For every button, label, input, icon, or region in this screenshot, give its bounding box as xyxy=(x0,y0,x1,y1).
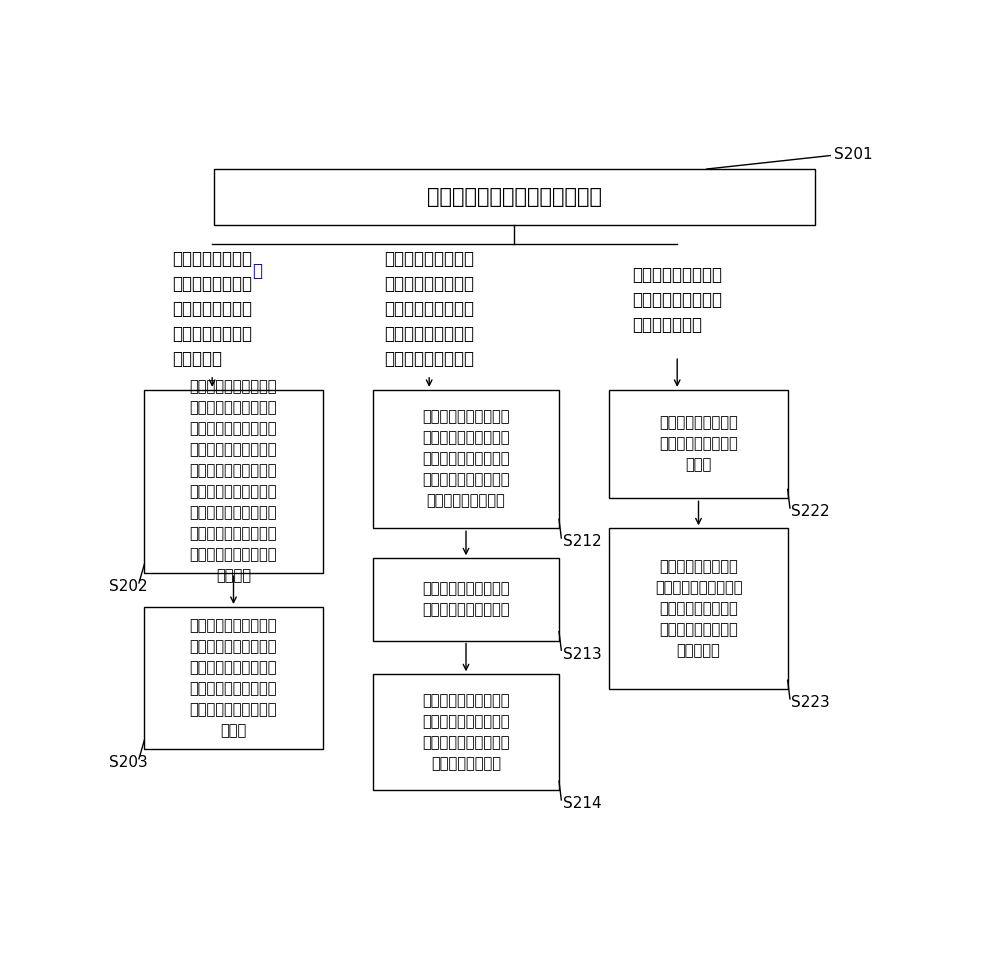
Text: S203: S203 xyxy=(110,755,148,770)
Bar xyxy=(144,390,323,573)
Text: 调整中继增益，使得
两源节点传输速率之
和最大: 调整中继增益，使得 两源节点传输速率之 和最大 xyxy=(659,416,738,472)
Text: 根据所述第一源节点处
接收到的信号的信干噪
比最大化的中继增益，
确定所述最大化第一源
节点的传输速率时的中
继增益: 根据所述第一源节点处 接收到的信号的信干噪 比最大化的中继增益， 确定所述最大化… xyxy=(190,618,277,738)
Text: 根据调整后的中继增
益，确定所述最大化第
一源节点和第二源节
点的传输速率之和时
的中继增益: 根据调整后的中继增 益，确定所述最大化第 一源节点和第二源节 点的传输速率之和时… xyxy=(655,559,742,658)
Text: 当第一源节点的传输
速率与第二源节点的
传输速率不等，需要
最大化传输速率低的
源节点的传输速率时: 当第一源节点的传输 速率与第二源节点的 传输速率不等，需要 最大化传输速率低的 … xyxy=(384,251,474,368)
Text: S201: S201 xyxy=(834,147,873,161)
Bar xyxy=(609,390,788,499)
Bar xyxy=(373,390,559,529)
Bar xyxy=(609,529,788,689)
Text: S222: S222 xyxy=(792,504,830,519)
Text: 获得所述第一源节点处
接收到的信号的信干噪
比和所述第二源节点处
接收到的信号的信干噪
比中最小的信干噪比: 获得所述第一源节点处 接收到的信号的信干噪 比和所述第二源节点处 接收到的信号的… xyxy=(422,409,510,508)
Text: 主: 主 xyxy=(252,261,262,280)
Text: S214: S214 xyxy=(563,796,602,812)
Text: S202: S202 xyxy=(110,579,148,594)
Text: 根据所述第一源节点与
所述中继节点之间的信
道信息、所述第二源节
点与所述中继节点之间
的信道信息以及三个节
点处的剩余自干扰信道
信息，获得使得所述第
一源节: 根据所述第一源节点与 所述中继节点之间的信 道信息、所述第二源节 点与所述中继节… xyxy=(190,379,277,583)
Bar xyxy=(214,169,815,226)
Bar xyxy=(373,558,559,641)
Text: S212: S212 xyxy=(563,535,602,549)
Text: 调整中继增益，使得所
述最小的信干噪比最大: 调整中继增益，使得所 述最小的信干噪比最大 xyxy=(422,581,510,617)
Bar xyxy=(373,675,559,790)
Text: 当需要最大化第一源
节点和第二源节点的
传输速率之和时: 当需要最大化第一源 节点和第二源节点的 传输速率之和时 xyxy=(632,266,722,334)
Text: S223: S223 xyxy=(792,695,830,711)
Text: S213: S213 xyxy=(563,646,602,662)
Text: 当第一源节点为主
节点，第二源节点
为从节点，需要最
大化第一源节点的
传输速率时: 当第一源节点为主 节点，第二源节点 为从节点，需要最 大化第一源节点的 传输速率… xyxy=(172,251,252,368)
Text: 根据调整后的中继增益
，确定所述最大化传输
速率低的源节点的传输
速率时的中继增益: 根据调整后的中继增益 ，确定所述最大化传输 速率低的源节点的传输 速率时的中继增… xyxy=(422,693,510,771)
Bar xyxy=(144,607,323,749)
Text: 确定最大化节点传输速率的需求: 确定最大化节点传输速率的需求 xyxy=(427,187,602,207)
